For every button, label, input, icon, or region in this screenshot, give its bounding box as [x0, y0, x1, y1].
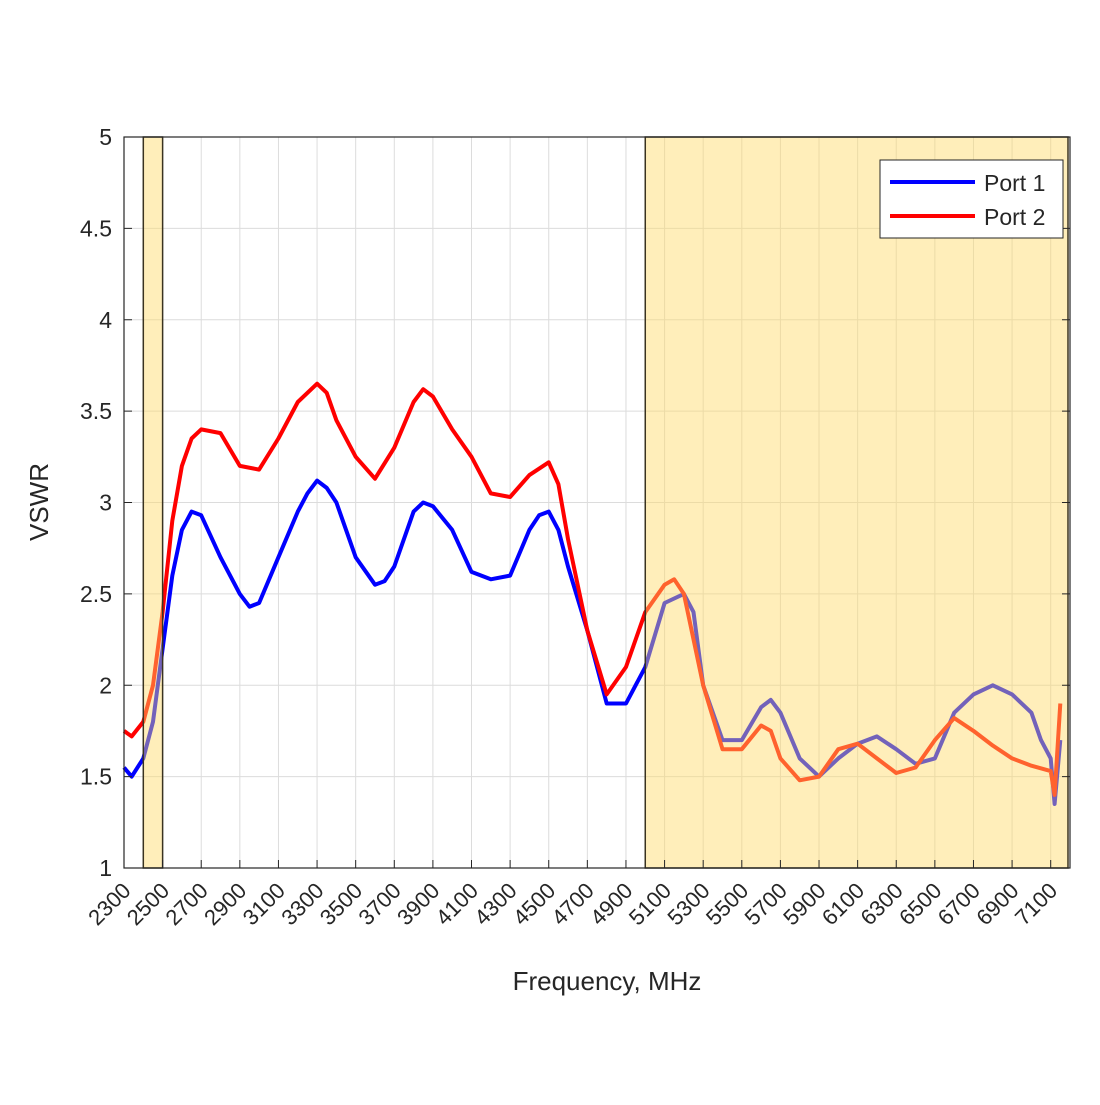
series-line-port-1 [122, 478, 1063, 806]
x-tick-label: 5700 [740, 878, 792, 930]
legend-label-port-1: Port 1 [984, 170, 1045, 196]
x-tick-label: 4900 [585, 878, 637, 930]
y-tick-label: 2 [99, 672, 112, 698]
x-tick-label: 2500 [122, 878, 174, 930]
grid [123, 136, 1070, 869]
x-tick-label: 3100 [238, 878, 290, 930]
x-tick-label: 2300 [83, 878, 135, 930]
x-tick-label: 4300 [469, 878, 521, 930]
y-tick-label: 3 [99, 490, 112, 516]
x-tick-label: 6500 [894, 878, 946, 930]
y-axis-label: VSWR [24, 463, 54, 541]
x-axis-label: Frequency, MHz [513, 966, 702, 996]
y-tick-label: 5 [99, 124, 112, 150]
y-tick-label: 1 [99, 855, 112, 881]
x-tick-label: 6700 [933, 878, 985, 930]
x-tick-label: 4100 [431, 878, 483, 930]
x-tick-label: 5100 [624, 878, 676, 930]
series-line-port-2 [122, 381, 1063, 797]
x-tick-label: 6900 [971, 878, 1023, 930]
y-tick-label: 4.5 [80, 215, 112, 241]
x-tick-label: 5900 [778, 878, 830, 930]
x-tick-label: 6100 [817, 878, 869, 930]
y-tick-label: 2.5 [80, 581, 112, 607]
x-tick-label: 3900 [392, 878, 444, 930]
legend-box [879, 159, 1064, 239]
y-tick-label: 3.5 [80, 398, 112, 424]
legend-label-port-2: Port 2 [984, 204, 1045, 230]
x-tick-label: 7100 [1010, 878, 1062, 930]
x-tick-label: 6300 [855, 878, 907, 930]
x-tick-label: 3700 [354, 878, 406, 930]
x-tick-label: 2700 [160, 878, 212, 930]
legend: Port 1 Port 2 [879, 159, 1064, 239]
shaded-band [644, 136, 1069, 869]
y-tick-label: 4 [99, 307, 112, 333]
x-tick-label: 5500 [701, 878, 753, 930]
x-tick-label: 3300 [276, 878, 328, 930]
x-tick-label: 2900 [199, 878, 251, 930]
x-tick-label: 4700 [547, 878, 599, 930]
series-lines [122, 381, 1063, 806]
x-tick-label: 3500 [315, 878, 367, 930]
x-tick-label: 5300 [662, 878, 714, 930]
shaded-band [142, 136, 164, 869]
x-tick-label: 4500 [508, 878, 560, 930]
y-tick-label: 1.5 [80, 764, 112, 790]
